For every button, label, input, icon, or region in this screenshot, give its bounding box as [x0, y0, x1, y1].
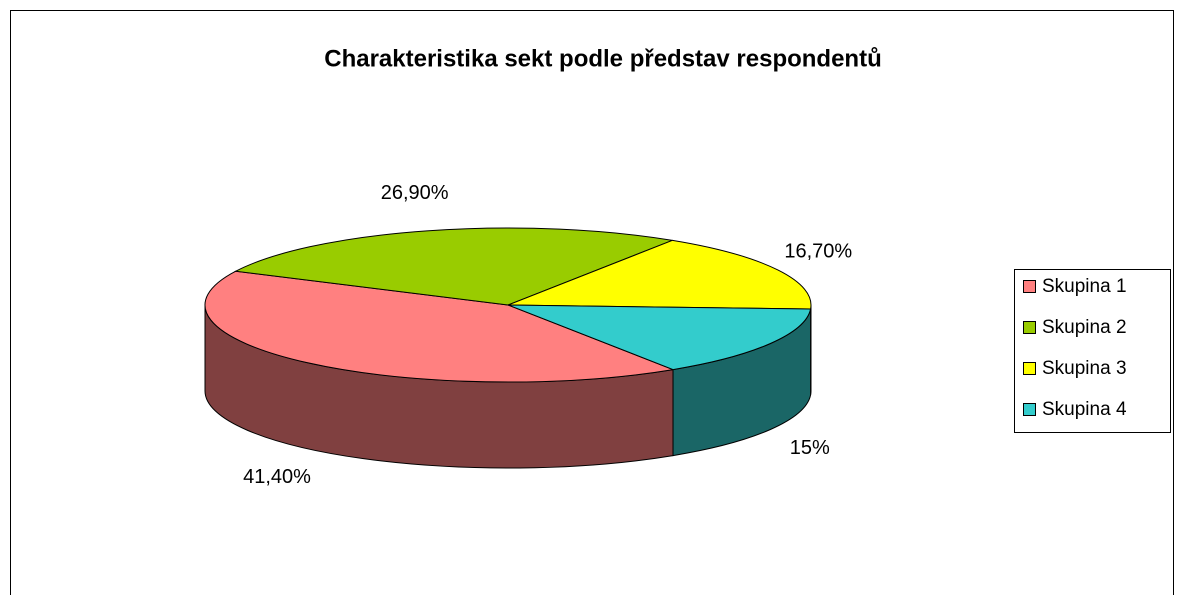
slice — [234, 227, 675, 306]
chart-title: Charakteristika sekt podle představ resp… — [324, 45, 882, 72]
pie — [204, 227, 812, 469]
legend-label: Skupina 3 — [1042, 358, 1127, 379]
legend-swatch — [1023, 321, 1036, 334]
legend-swatch — [1023, 280, 1036, 293]
slice — [507, 304, 812, 371]
slice — [204, 270, 675, 383]
legend — [1014, 269, 1171, 433]
legend-label: Skupina 1 — [1042, 276, 1127, 297]
legend-label: Skupina 4 — [1042, 399, 1127, 420]
legend-swatch — [1023, 403, 1036, 416]
data-label: 41,40% — [243, 466, 311, 488]
chart-border — [10, 10, 1174, 595]
data-label: 26,90% — [381, 182, 449, 204]
legend-label: Skupina 2 — [1042, 317, 1127, 338]
data-label: 15% — [790, 437, 830, 459]
legend-swatch — [1023, 362, 1036, 375]
slice — [507, 239, 812, 310]
data-label: 16,70% — [784, 241, 852, 263]
